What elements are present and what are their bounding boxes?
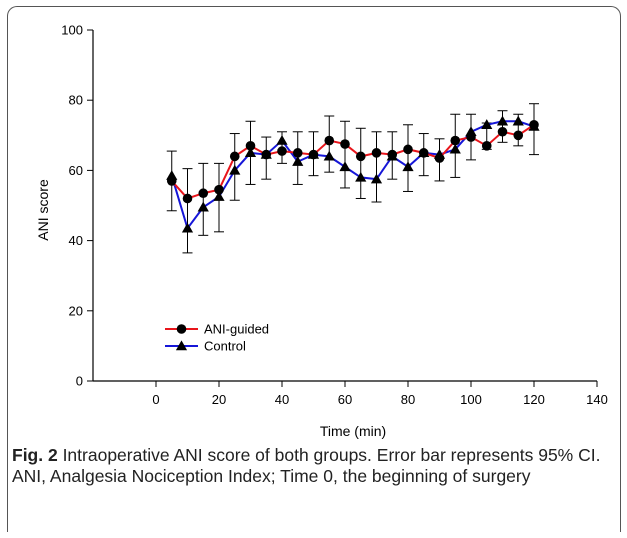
x-tick-label: 0 [152,392,159,407]
data-point-ani-guided [308,149,319,160]
figure-caption: Fig. 2 Intraoperative ANI score of both … [12,445,612,487]
data-point-control [496,115,509,126]
caption-text: Intraoperative ANI score of both groups.… [12,445,601,486]
caption-label: Fig. 2 [12,445,58,465]
data-point-ani-guided [198,188,209,199]
x-tick-label: 40 [275,392,289,407]
data-point-ani-guided [529,119,539,130]
data-point-ani-guided [182,193,193,204]
series-layer [166,115,540,233]
data-point-control [449,143,461,154]
data-point-ani-guided [292,148,303,158]
y-tick-label: 80 [69,93,83,108]
data-point-ani-guided [513,130,524,141]
x-tick-label: 100 [460,392,482,407]
data-point-control [213,191,225,201]
y-axis-label: ANI score [35,179,51,241]
data-point-ani-guided [418,148,429,158]
x-tick-label: 20 [212,392,226,407]
data-point-control [481,119,493,129]
data-point-control [323,150,335,161]
data-point-ani-guided [229,151,240,162]
y-tick-label: 100 [61,23,83,38]
data-point-control [292,156,304,166]
data-point-ani-guided [403,144,413,155]
legend-marker-ani-guided [176,324,187,334]
data-point-ani-guided [497,126,508,137]
data-point-ani-guided [214,184,224,195]
series-control [166,115,540,233]
data-point-ani-guided [277,146,287,156]
data-point-ani-guided [371,148,382,158]
legend: ANI-guided Control [165,322,269,354]
x-tick-label: 120 [523,392,545,407]
data-point-ani-guided [355,151,366,162]
data-point-ani-guided [481,141,492,151]
data-point-ani-guided [324,135,335,146]
legend-label-ani-guided: ANI-guided [204,322,269,337]
figure-frame [7,6,621,532]
data-point-control [370,173,383,184]
data-point-ani-guided [245,141,256,151]
x-tick-label: 80 [401,392,415,407]
y-tick-label: 40 [69,233,83,248]
data-point-control [244,147,257,158]
y-tick-label: 20 [69,303,83,318]
data-point-ani-guided [466,132,476,142]
y-tick-label: 60 [69,163,83,178]
legend-label-control: Control [204,339,246,354]
data-point-ani-guided [434,153,445,163]
data-point-control [339,161,351,172]
y-tick-label: 0 [76,374,83,389]
axes: 0 20 40 60 80 100 0 20 40 60 80 100 120 140 [61,23,608,408]
data-point-control [276,134,288,145]
x-axis-label: Time (min) [320,423,386,439]
data-point-control [355,171,367,182]
series-line-ani-guided [171,123,535,200]
ani-score-chart: 0 20 40 60 80 100 0 20 40 60 80 100 120 140 ANI-guide… [35,23,608,440]
data-point-control [197,201,209,212]
data-point-ani-guided [340,139,350,149]
x-tick-label: 140 [586,392,608,407]
x-tick-label: 60 [338,392,352,407]
data-point-ani-guided [387,149,398,160]
data-point-ani-guided [261,149,272,160]
legend-marker-control [175,340,188,351]
data-point-control [181,222,194,233]
series-line-control [170,120,535,231]
data-point-control [229,164,241,175]
data-point-ani-guided [450,135,461,146]
data-point-ani-guided [166,176,177,186]
data-point-control [512,115,524,126]
data-point-control [402,161,414,172]
series-ani-guided [166,119,539,204]
